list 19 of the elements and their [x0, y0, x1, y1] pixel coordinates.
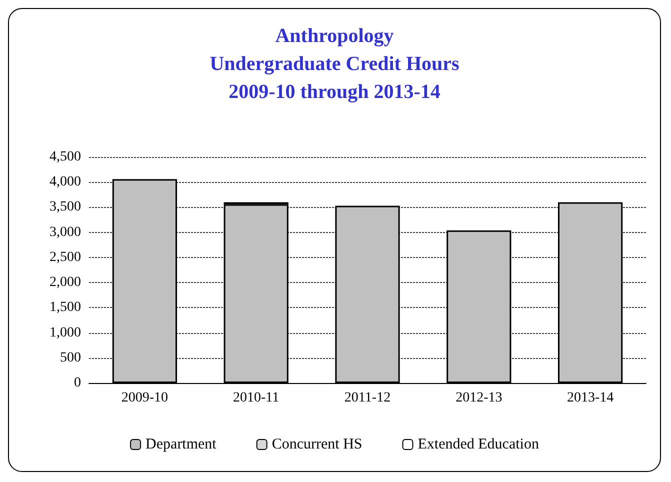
- y-tick-label: 4,000: [50, 174, 81, 190]
- x-tick-label: 2011-12: [344, 390, 391, 406]
- legend-label: Extended Education: [418, 436, 540, 452]
- y-tick-label: 1,500: [50, 300, 81, 316]
- y-tick-label: 3,000: [50, 224, 81, 240]
- y-tick-label: 3,500: [50, 200, 81, 215]
- y-tick-label: 2,500: [50, 250, 81, 265]
- x-tick-label: 2013-14: [566, 390, 614, 406]
- chart-title: Anthropology Undergraduate Credit Hours 2009-10 through 2013-14: [210, 25, 460, 103]
- x-tick-label: 2010-11: [233, 390, 280, 406]
- y-tick-label: 2,000: [50, 275, 81, 290]
- y-tick-label: 4,500: [50, 150, 81, 164]
- legend-label: Department: [146, 436, 218, 452]
- y-tick-label: 1,000: [50, 325, 81, 340]
- x-tick-label: 2009-10: [121, 390, 168, 406]
- y-tick-label: 0: [74, 376, 81, 390]
- x-tick-label: 2012-13: [456, 390, 502, 406]
- legend-label: Concurrent HS: [272, 436, 362, 452]
- y-tick-label: 500: [60, 350, 81, 366]
